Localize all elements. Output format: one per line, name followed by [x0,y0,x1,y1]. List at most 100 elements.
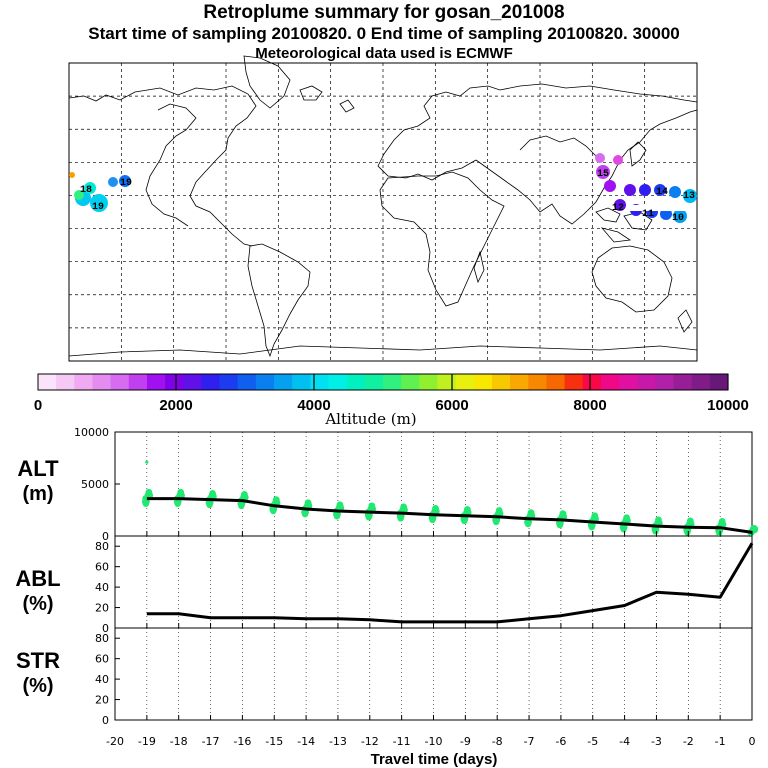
plume-marker [596,165,610,179]
colorbar-swatch [455,374,475,390]
x-tick-label: -16 [233,735,251,748]
alt-scatter-point [524,520,532,528]
map-day-labels: 19 18 19 15 14 13 12 11 10 [80,169,695,224]
str-ytick-label: 60 [95,653,109,666]
colorbar-swatch [128,374,148,390]
abl-ytick-label: 0 [102,622,109,635]
colorbar-swatch [201,374,221,390]
alt-scatter-point [145,460,149,464]
plume-marker [595,153,605,163]
alt-scatter-point [623,514,630,522]
plume-marker [108,177,118,187]
alt-scatter-point [400,503,408,511]
abl-ytick-label: 20 [95,602,109,615]
colorbar-swatch [491,374,511,390]
alt-scatter-point [591,512,599,520]
colorbar-tick-label: 6000 [435,397,468,414]
alt-scatter-point [556,521,564,529]
colorbar-swatch [528,374,548,390]
plume-gap [628,205,688,211]
sampling-time: Start time of sampling 20100820. 0 End t… [88,24,680,43]
alt-scatter-point [304,499,312,507]
plume-marker [613,155,623,165]
x-tick-label: -3 [651,735,662,748]
x-tick-label: -7 [524,735,535,748]
plume-marker [614,199,626,211]
x-tick-label: -17 [202,735,220,748]
alt-scatter-point [241,491,248,498]
x-tick-label: -19 [138,735,156,748]
x-tick-label: -4 [619,735,630,748]
colorbar-swatch [510,374,529,390]
x-tick-label: -18 [170,735,188,748]
plume-marker [119,175,131,187]
alt-scatter-point [238,502,245,510]
colorbar-swatch [255,374,275,390]
x-axis-label: Travel time (days) [371,751,498,768]
str-ytick-label: 40 [95,673,109,686]
x-tick-label: -15 [265,735,283,748]
colorbar-frame [37,373,729,391]
str-ytick-label: 0 [102,714,109,727]
alt-series-line [146,497,753,534]
alt-scatter-point [209,489,216,497]
x-tick-label: -9 [460,735,471,748]
map-label: 19 [120,178,132,189]
colorbar-swatch [292,374,311,390]
plume-marker [669,186,681,198]
alt-scatter-point [686,517,694,525]
colorbar-swatch [74,374,94,390]
x-tick-label: -6 [555,735,566,748]
colorbar-swatch [56,374,75,390]
abl-ytick-label: 40 [95,581,109,594]
alt-ytick-label: 0 [102,530,109,543]
alt-scatter-markers [141,460,759,537]
panel-gridlines [146,432,721,720]
map-label: 12 [612,203,624,214]
colorbar-swatch [237,374,257,390]
x-tick-label: -2 [683,735,694,748]
colorbar-swatch [92,374,112,390]
alt-scatter-point [588,523,595,531]
colorbar-swatch [110,374,130,390]
x-tick-label: -1 [715,735,726,748]
alt-scatter-point [142,500,150,507]
abl-ytick-label: 80 [95,540,109,553]
colorbar-swatch [673,374,693,390]
colorbar-swatch [310,374,330,390]
colorbar-swatch [473,374,493,390]
colorbar-swatch [637,374,656,390]
alt-scatter-point [461,517,468,525]
map-label: 10 [672,213,684,224]
colorbar-tick-label: 8000 [573,397,606,414]
str-panel-label: STR [16,648,60,673]
alt-panel-label: ALT [17,456,59,481]
colorbar-swatch [328,374,348,390]
alt-scatter-point [397,515,404,522]
map-label: 19 [92,202,104,213]
alt-scatter-point [432,505,439,512]
alt-scatter-point [463,506,471,513]
colorbar-swatch [619,374,638,390]
plume-marker [74,190,84,200]
colorbar-swatch [219,374,239,390]
colorbar-swatch [364,374,384,390]
plume-marker [624,184,636,196]
x-tick-label: -20 [106,735,124,748]
colorbar-swatch [383,374,402,390]
abl-panel-label: ABL [15,566,60,591]
plume-clusters-west [69,172,131,212]
plume-marker [90,194,108,212]
alt-scatter-point [495,507,503,514]
alt-scatter-point [652,528,659,535]
colorbar-tick-label: 10000 [707,397,749,414]
plume-marker [654,184,666,196]
alt-scatter-point [301,510,309,518]
coastlines [68,55,698,358]
chart-title: Retroplume summary for gosan_201008 [203,2,565,23]
map-label: 11 [642,209,654,220]
colorbar-tick-label: 4000 [297,397,330,414]
x-tick-label: 0 [749,735,756,748]
alt-scatter-point [429,516,436,524]
